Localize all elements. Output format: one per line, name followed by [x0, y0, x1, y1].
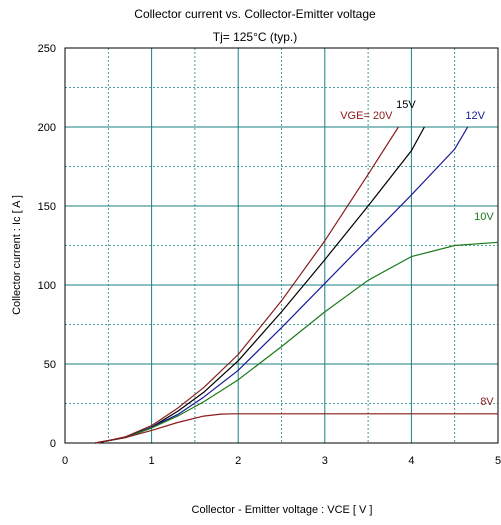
major-grid [65, 48, 498, 443]
y-tick-label: 250 [38, 43, 56, 55]
x-tick-labels: 0 1 2 3 4 5 [62, 455, 501, 467]
y-tick-labels: 0 50 100 150 200 250 [38, 43, 56, 450]
y-tick-label: 50 [44, 359, 56, 371]
series-lines [95, 126, 499, 444]
x-tick-label: 5 [495, 455, 501, 467]
x-tick-label: 2 [235, 455, 241, 467]
chart-subtitle: Tj= 125°C (typ.) [213, 30, 298, 44]
series-label: VGE= 20V [340, 110, 393, 122]
y-tick-label: 150 [38, 201, 56, 213]
series-line [95, 413, 498, 444]
series-label: 8V [480, 396, 494, 408]
x-tick-label: 4 [408, 455, 414, 467]
y-tick-label: 0 [50, 438, 56, 450]
series-label: 15V [396, 99, 416, 111]
y-tick-label: 100 [38, 280, 56, 292]
x-tick-label: 1 [149, 455, 155, 467]
series-label: 10V [474, 211, 494, 223]
chart-title: Collector current vs. Collector-Emitter … [134, 7, 376, 21]
series-label: 12V [465, 110, 485, 122]
x-tick-label: 0 [62, 455, 68, 467]
minor-grid [65, 48, 498, 443]
y-axis-label: Collector current : Ic [ A ] [11, 195, 23, 315]
y-tick-label: 200 [38, 122, 56, 134]
x-axis-label: Collector - Emitter voltage : VCE [ V ] [192, 504, 373, 516]
series-line [95, 241, 499, 444]
x-tick-label: 3 [322, 455, 328, 467]
plot-frame [64, 47, 499, 444]
